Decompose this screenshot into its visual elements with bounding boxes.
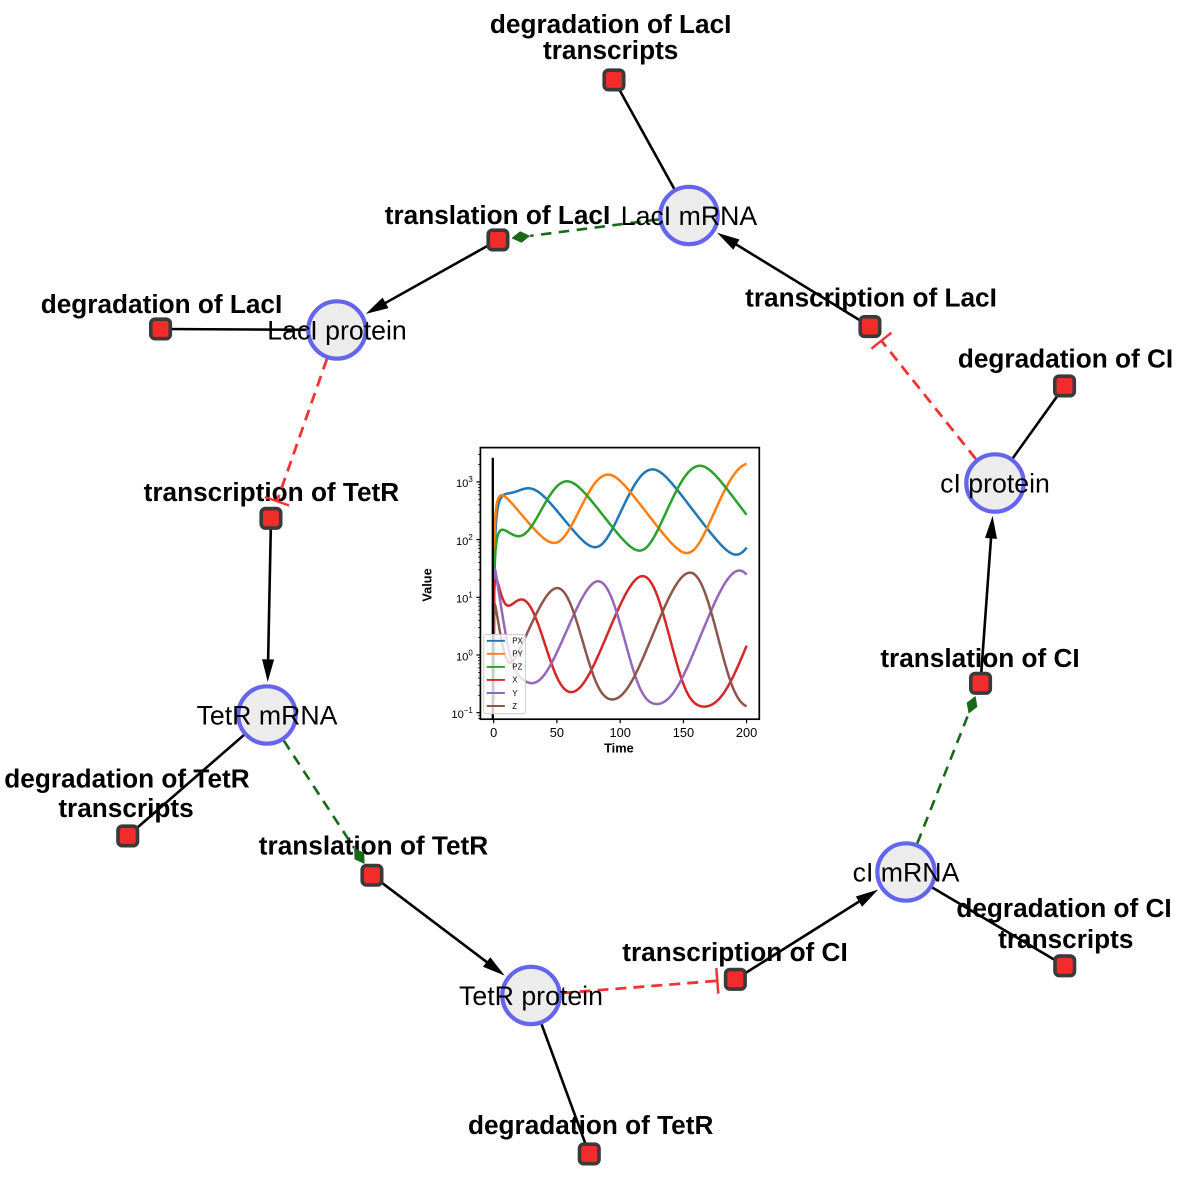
- svg-text:degradation of CI: degradation of CI: [956, 893, 1171, 923]
- svg-text:PZ: PZ: [512, 663, 522, 672]
- svg-text:cI protein: cI protein: [940, 469, 1050, 499]
- svg-text:degradation of TetR: degradation of TetR: [468, 1110, 713, 1140]
- svg-text:degradation of LacI: degradation of LacI: [41, 289, 283, 319]
- svg-text:0: 0: [490, 725, 497, 740]
- svg-text:degradation of LacI: degradation of LacI: [490, 9, 732, 39]
- svg-text:Z: Z: [512, 702, 517, 711]
- svg-text:Y: Y: [512, 689, 518, 698]
- svg-text:transcription of CI: transcription of CI: [622, 937, 848, 967]
- svg-text:LacI protein: LacI protein: [267, 316, 406, 346]
- svg-text:transcription of TetR: transcription of TetR: [144, 477, 400, 507]
- svg-text:50: 50: [550, 725, 564, 740]
- svg-text:102: 102: [456, 533, 473, 548]
- svg-text:translation of CI: translation of CI: [880, 643, 1079, 673]
- svg-text:PY: PY: [512, 650, 523, 659]
- svg-text:103: 103: [456, 475, 473, 490]
- svg-text:Value: Value: [420, 568, 435, 601]
- svg-text:10−1: 10−1: [451, 706, 472, 721]
- svg-text:100: 100: [610, 725, 631, 740]
- svg-text:translation of LacI: translation of LacI: [385, 200, 611, 230]
- svg-text:150: 150: [673, 725, 694, 740]
- svg-text:TetR protein: TetR protein: [459, 981, 603, 1011]
- svg-text:degradation of TetR: degradation of TetR: [4, 764, 249, 794]
- svg-text:TetR mRNA: TetR mRNA: [197, 701, 338, 731]
- svg-text:Time: Time: [604, 741, 634, 756]
- svg-text:transcription of LacI: transcription of LacI: [745, 283, 997, 313]
- svg-text:translation of TetR: translation of TetR: [259, 831, 488, 861]
- svg-text:LacI mRNA: LacI mRNA: [621, 201, 758, 231]
- svg-text:PX: PX: [512, 637, 523, 646]
- svg-text:101: 101: [456, 591, 473, 606]
- svg-text:transcripts: transcripts: [543, 35, 678, 65]
- svg-text:cI mRNA: cI mRNA: [853, 858, 960, 888]
- svg-text:X: X: [512, 676, 518, 685]
- svg-text:degradation of CI: degradation of CI: [958, 343, 1173, 373]
- svg-text:200: 200: [736, 725, 757, 740]
- svg-text:100: 100: [456, 648, 473, 663]
